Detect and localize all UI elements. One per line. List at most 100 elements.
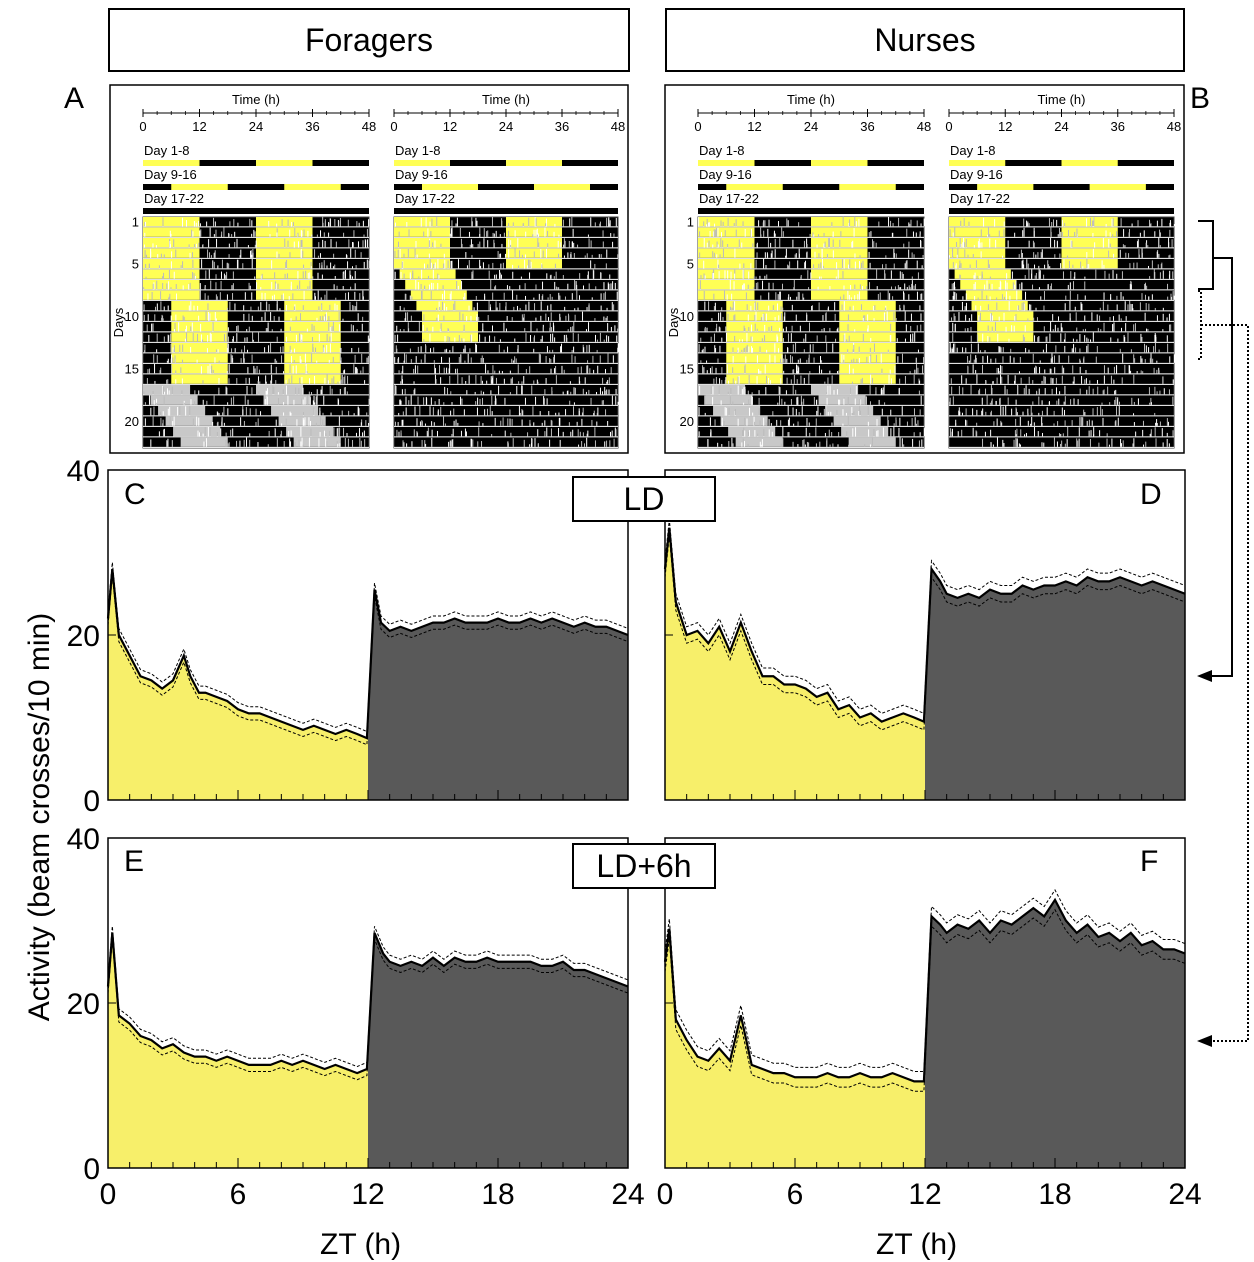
actogram-activity-spike bbox=[806, 314, 808, 321]
actogram-activity-spike bbox=[259, 381, 261, 384]
actogram-activity-spike bbox=[1120, 218, 1122, 227]
actogram-activity-spike bbox=[510, 240, 512, 248]
actogram-activity-spike bbox=[880, 389, 882, 395]
actogram-activity-spike bbox=[1078, 427, 1080, 437]
actogram-activity-spike bbox=[196, 333, 198, 342]
actogram-activity-spike bbox=[823, 244, 825, 248]
actogram-activity-spike bbox=[319, 407, 321, 416]
actogram-activity-spike bbox=[1103, 292, 1105, 300]
actogram-activity-spike bbox=[301, 239, 303, 248]
actogram-activity-spike bbox=[443, 367, 445, 374]
actogram-activity-spike bbox=[417, 365, 419, 374]
actogram-activity-spike bbox=[459, 227, 461, 237]
actogram-activity-spike bbox=[593, 413, 595, 416]
actogram-activity-spike bbox=[1022, 259, 1024, 269]
actogram-light-block bbox=[977, 332, 1034, 342]
actogram-activity-spike bbox=[566, 391, 568, 395]
actogram-activity-spike bbox=[280, 430, 282, 437]
actogram-activity-spike bbox=[972, 408, 974, 416]
actogram-activity-spike bbox=[820, 276, 822, 279]
actogram-activity-spike bbox=[523, 313, 525, 321]
actogram-activity-spike bbox=[774, 249, 776, 258]
actogram-activity-spike bbox=[232, 428, 234, 437]
actogram-activity-spike bbox=[475, 401, 477, 405]
actogram-activity-spike bbox=[768, 292, 770, 300]
actogram-activity-spike bbox=[904, 263, 906, 269]
actogram-activity-spike bbox=[446, 367, 448, 374]
actogram-activity-spike bbox=[1141, 336, 1143, 342]
actogram-activity-spike bbox=[615, 217, 617, 227]
actogram-activity-spike bbox=[228, 254, 230, 258]
actogram-activity-spike bbox=[449, 375, 451, 384]
actogram-activity-spike bbox=[320, 389, 322, 395]
actogram-activity-spike bbox=[823, 408, 825, 416]
actogram-activity-spike bbox=[1035, 272, 1037, 279]
actogram-activity-spike bbox=[1031, 416, 1033, 426]
actogram-activity-spike bbox=[162, 217, 164, 227]
actogram-activity-spike bbox=[550, 333, 552, 342]
actogram-activity-spike bbox=[826, 397, 828, 405]
actogram-activity-spike bbox=[1038, 265, 1040, 269]
actogram-activity-spike bbox=[1150, 402, 1152, 405]
actogram-activity-spike bbox=[843, 354, 845, 363]
actogram-activity-spike bbox=[558, 417, 560, 426]
actogram-activity-spike bbox=[173, 416, 175, 426]
actogram-activity-spike bbox=[748, 327, 750, 332]
actogram-activity-spike bbox=[1081, 376, 1083, 384]
actogram-activity-spike bbox=[873, 343, 875, 353]
actogram-activity-spike bbox=[847, 314, 849, 321]
schedule-light-bar bbox=[171, 184, 228, 190]
actogram-activity-spike bbox=[420, 359, 422, 363]
actogram-activity-spike bbox=[198, 432, 200, 437]
actogram-activity-spike bbox=[783, 316, 785, 321]
actogram-activity-spike bbox=[1046, 407, 1048, 416]
actogram-activity-spike bbox=[839, 239, 841, 248]
actogram-activity-spike bbox=[398, 431, 400, 437]
actogram-activity-spike bbox=[872, 305, 874, 311]
actogram-activity-spike bbox=[190, 346, 192, 353]
actogram-activity-spike bbox=[518, 265, 520, 269]
actogram-activity-spike bbox=[605, 263, 607, 269]
actogram-activity-spike bbox=[1015, 280, 1017, 290]
actogram-activity-spike bbox=[1035, 366, 1037, 374]
actogram-activity-spike bbox=[174, 329, 176, 332]
actogram-activity-spike bbox=[992, 444, 994, 447]
actogram-activity-spike bbox=[998, 316, 1000, 321]
actogram-activity-spike bbox=[340, 379, 342, 384]
actogram-activity-spike bbox=[552, 322, 554, 332]
actogram-activity-spike bbox=[1058, 227, 1060, 237]
actogram-activity-spike bbox=[845, 412, 847, 416]
actogram-activity-spike bbox=[986, 280, 988, 290]
actogram-activity-spike bbox=[432, 242, 434, 248]
actogram-activity-spike bbox=[451, 260, 453, 269]
time-tick-label: 36 bbox=[860, 119, 874, 134]
actogram-activity-spike bbox=[314, 249, 316, 258]
actogram-activity-spike bbox=[713, 293, 715, 300]
actogram-activity-spike bbox=[1161, 428, 1163, 437]
actogram-activity-spike bbox=[449, 293, 451, 300]
actogram-activity-spike bbox=[513, 306, 515, 311]
actogram-activity-spike bbox=[855, 385, 857, 395]
actogram-activity-spike bbox=[275, 283, 277, 290]
actogram-activity-spike bbox=[156, 398, 158, 405]
actogram-activity-spike bbox=[761, 338, 763, 342]
actogram-activity-spike bbox=[446, 306, 448, 311]
actogram-activity-spike bbox=[1122, 353, 1124, 363]
actogram-activity-spike bbox=[558, 412, 560, 416]
actogram-activity-spike bbox=[991, 283, 993, 290]
actogram-activity-spike bbox=[550, 428, 552, 437]
actogram-activity-spike bbox=[585, 391, 587, 395]
actogram-activity-spike bbox=[1154, 342, 1156, 353]
actogram-activity-spike bbox=[354, 291, 356, 300]
actogram-activity-spike bbox=[567, 252, 569, 258]
actogram-activity-spike bbox=[1168, 313, 1170, 321]
actogram-activity-spike bbox=[979, 388, 981, 395]
actogram-activity-spike bbox=[742, 221, 744, 227]
actogram-activity-spike bbox=[162, 385, 164, 395]
actogram-activity-spike bbox=[205, 270, 207, 279]
actogram-activity-spike bbox=[219, 292, 221, 300]
actogram-activity-spike bbox=[451, 439, 453, 447]
actogram-activity-spike bbox=[1003, 221, 1005, 227]
actogram-activity-spike bbox=[564, 240, 566, 248]
actogram-activity-spike bbox=[494, 370, 496, 374]
